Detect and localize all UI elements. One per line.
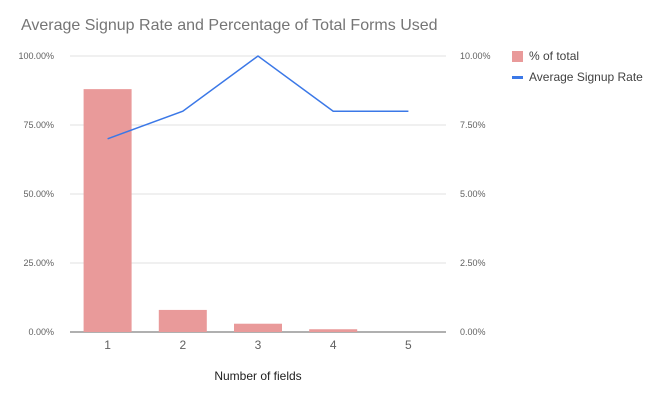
- right-tick-label: 10.00%: [460, 51, 491, 61]
- bar: [234, 323, 282, 332]
- x-tick-label: 1: [104, 338, 111, 352]
- x-tick-label: 4: [330, 338, 337, 352]
- bar: [309, 329, 358, 332]
- right-tick-label: 5.00%: [460, 189, 486, 199]
- legend: % of total Average Signup Rate: [512, 49, 643, 84]
- left-axis-ticks: 0.00% 25.00% 50.00% 75.00% 100.00%: [18, 51, 54, 337]
- signup-rate-line-group: [107, 55, 409, 140]
- left-tick-label: 0.00%: [28, 327, 54, 337]
- legend-swatch-line: [512, 76, 523, 79]
- chart-title: Average Signup Rate and Percentage of To…: [21, 17, 438, 34]
- x-tick-label: 5: [405, 338, 412, 352]
- bar: [158, 309, 207, 332]
- bar: [83, 89, 132, 333]
- legend-label: Average Signup Rate: [529, 70, 643, 84]
- x-tick-label: 2: [179, 338, 186, 352]
- legend-label: % of total: [529, 49, 579, 63]
- right-tick-label: 2.50%: [460, 258, 486, 268]
- legend-swatch-bar: [512, 51, 523, 62]
- right-axis-ticks: 0.00% 2.50% 5.00% 7.50% 10.00%: [460, 51, 491, 337]
- left-tick-label: 100.00%: [18, 51, 54, 61]
- x-axis-ticks: 1 2 3 4 5: [104, 338, 412, 352]
- right-tick-label: 0.00%: [460, 327, 486, 337]
- left-tick-label: 50.00%: [23, 189, 54, 199]
- signup-rate-line: [107, 55, 409, 140]
- x-axis-label: Number of fields: [214, 369, 301, 383]
- left-tick-label: 75.00%: [23, 120, 54, 130]
- bars: [83, 89, 358, 333]
- left-tick-label: 25.00%: [23, 258, 54, 268]
- right-tick-label: 7.50%: [460, 120, 486, 130]
- x-tick-label: 3: [255, 338, 262, 352]
